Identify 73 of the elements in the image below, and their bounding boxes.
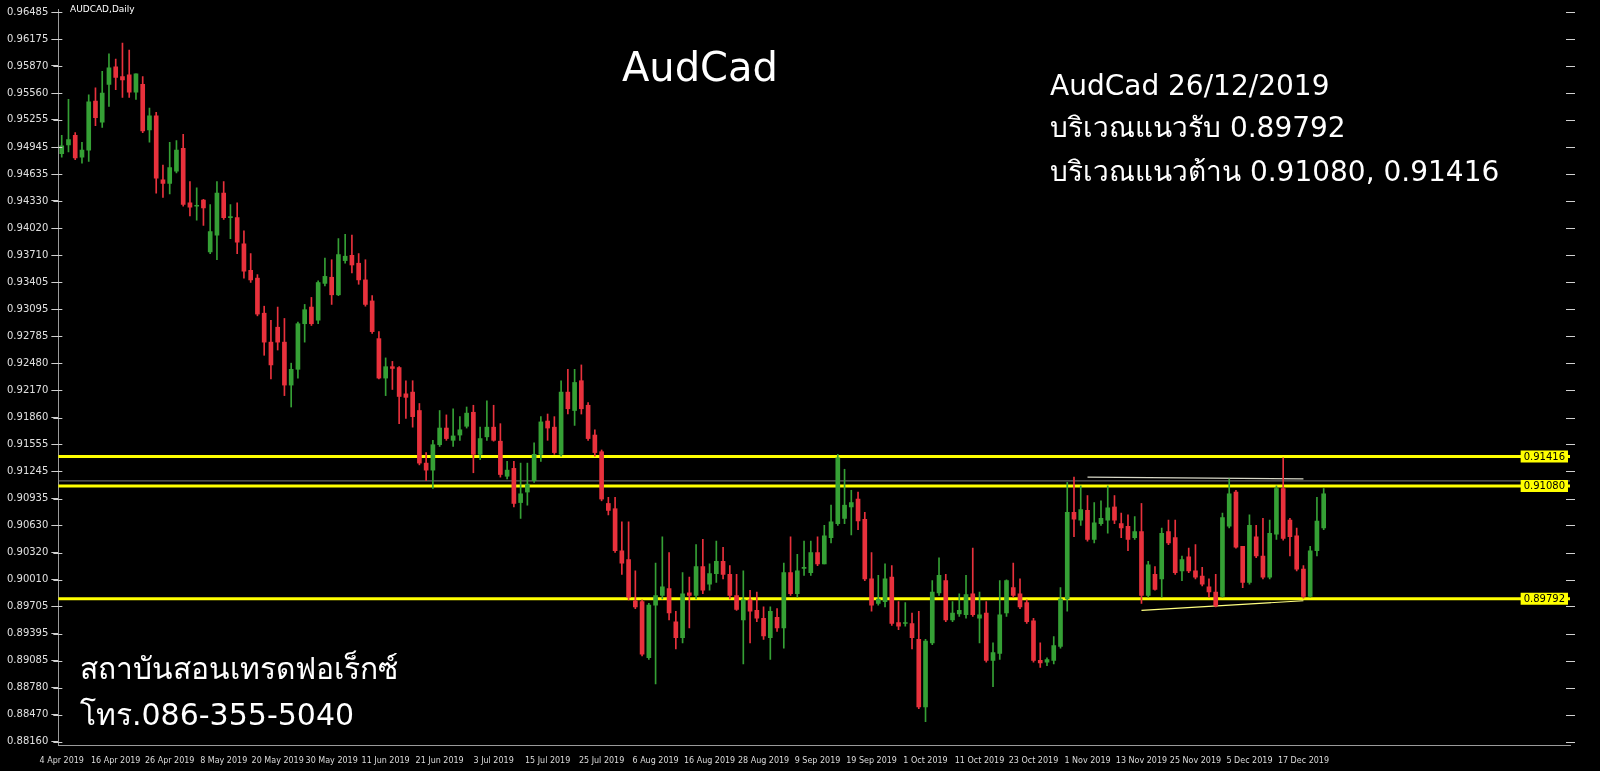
y-tick-label: 0.96175: [6, 32, 49, 44]
x-tick-label: 25 Nov 2019: [1169, 756, 1222, 766]
y-tick-label: 0.93095: [6, 302, 49, 314]
annotation: AudCad 26/12/2019: [1050, 69, 1330, 103]
candlestick: [1037, 642, 1043, 668]
ref-line-label: 0.89792: [1523, 592, 1566, 604]
x-tick-label: 15 Jul 2019: [524, 756, 571, 766]
candlestick: [875, 575, 881, 606]
ref-line-label: 0.91416: [1523, 450, 1566, 462]
x-tick-label: 1 Oct 2019: [903, 756, 948, 766]
ref-line-label: 0.91080: [1523, 480, 1566, 491]
annotation: โทร.086-355-5040: [80, 697, 355, 733]
y-tick-label: 0.95560: [6, 86, 49, 98]
candlestick: [956, 593, 962, 617]
x-tick-label: 28 Aug 2019: [737, 756, 790, 766]
annotation: สถาบันสอนเทรดฟอเร็กซ์: [80, 651, 398, 687]
y-tick-label: 0.95255: [6, 113, 49, 125]
candlestick: [740, 570, 746, 665]
candlestick: [848, 489, 854, 536]
y-tick-label: 0.89705: [6, 600, 49, 612]
annotation: บริเวณแนวรับ 0.89792: [1050, 111, 1346, 145]
x-tick-label: 1 Nov 2019: [1064, 756, 1111, 766]
y-tick-label: 0.93710: [6, 248, 49, 260]
y-tick-label: 0.94635: [6, 167, 49, 179]
candlestick: [1010, 562, 1016, 598]
x-tick-label: 21 Jun 2019: [415, 756, 464, 766]
y-tick-label: 0.91860: [6, 411, 49, 423]
candlestick: [801, 540, 807, 576]
annotation: บริเวณแนวต้าน 0.91080, 0.91416: [1050, 155, 1500, 189]
x-tick-label: 25 Jul 2019: [578, 756, 625, 766]
x-tick-label: 20 May 2019: [251, 756, 304, 766]
x-tick-label: 9 Sep 2019: [794, 756, 841, 766]
x-tick-label: 19 Sep 2019: [846, 756, 897, 766]
candlestick: [194, 187, 200, 221]
y-tick-label: 0.95870: [6, 59, 49, 71]
y-tick-label: 0.92480: [6, 356, 49, 368]
x-tick-label: 30 May 2019: [305, 756, 358, 766]
y-tick-label: 0.90630: [6, 518, 49, 530]
y-tick-label: 0.90320: [6, 546, 49, 558]
y-tick-label: 0.88780: [6, 681, 49, 693]
y-tick-label: 0.91245: [6, 465, 49, 477]
y-tick-label: 0.88470: [6, 708, 49, 720]
y-tick-label: 0.90935: [6, 492, 49, 504]
y-tick-label: 0.94945: [6, 140, 49, 152]
y-tick-label: 0.93405: [6, 275, 49, 287]
annotation: AUDCAD,Daily: [70, 4, 135, 15]
y-tick-label: 0.88160: [6, 735, 49, 747]
y-tick-label: 0.89085: [6, 654, 49, 666]
y-tick-label: 0.92785: [6, 330, 49, 342]
x-tick-label: 17 Dec 2019: [1277, 756, 1329, 766]
x-tick-label: 4 Apr 2019: [39, 756, 84, 766]
y-tick-label: 0.89395: [6, 627, 49, 639]
y-tick-label: 0.92170: [6, 383, 49, 395]
y-tick-label: 0.90010: [6, 573, 49, 585]
text: AudCad: [622, 44, 778, 90]
x-tick-label: 11 Jun 2019: [361, 756, 410, 766]
y-tick-label: 0.94330: [6, 194, 49, 206]
x-tick-label: 16 Apr 2019: [90, 756, 141, 766]
x-tick-label: 13 Nov 2019: [1115, 756, 1168, 766]
candlestick: [902, 602, 908, 627]
y-tick-label: 0.96485: [6, 5, 49, 17]
x-tick-label: 6 Aug 2019: [632, 756, 679, 766]
x-tick-label: 23 Oct 2019: [1008, 756, 1059, 766]
candlestick: [1118, 512, 1124, 538]
x-tick-label: 3 Jul 2019: [473, 756, 514, 766]
x-tick-label: 26 Apr 2019: [144, 756, 195, 766]
y-tick-label: 0.91555: [6, 437, 49, 449]
candlestick: [990, 642, 996, 687]
x-tick-label: 5 Dec 2019: [1226, 756, 1273, 766]
y-tick-label: 0.94020: [6, 221, 49, 233]
x-tick-label: 8 May 2019: [200, 756, 248, 766]
x-tick-label: 11 Oct 2019: [954, 756, 1005, 766]
x-tick-label: 16 Aug 2019: [683, 756, 736, 766]
